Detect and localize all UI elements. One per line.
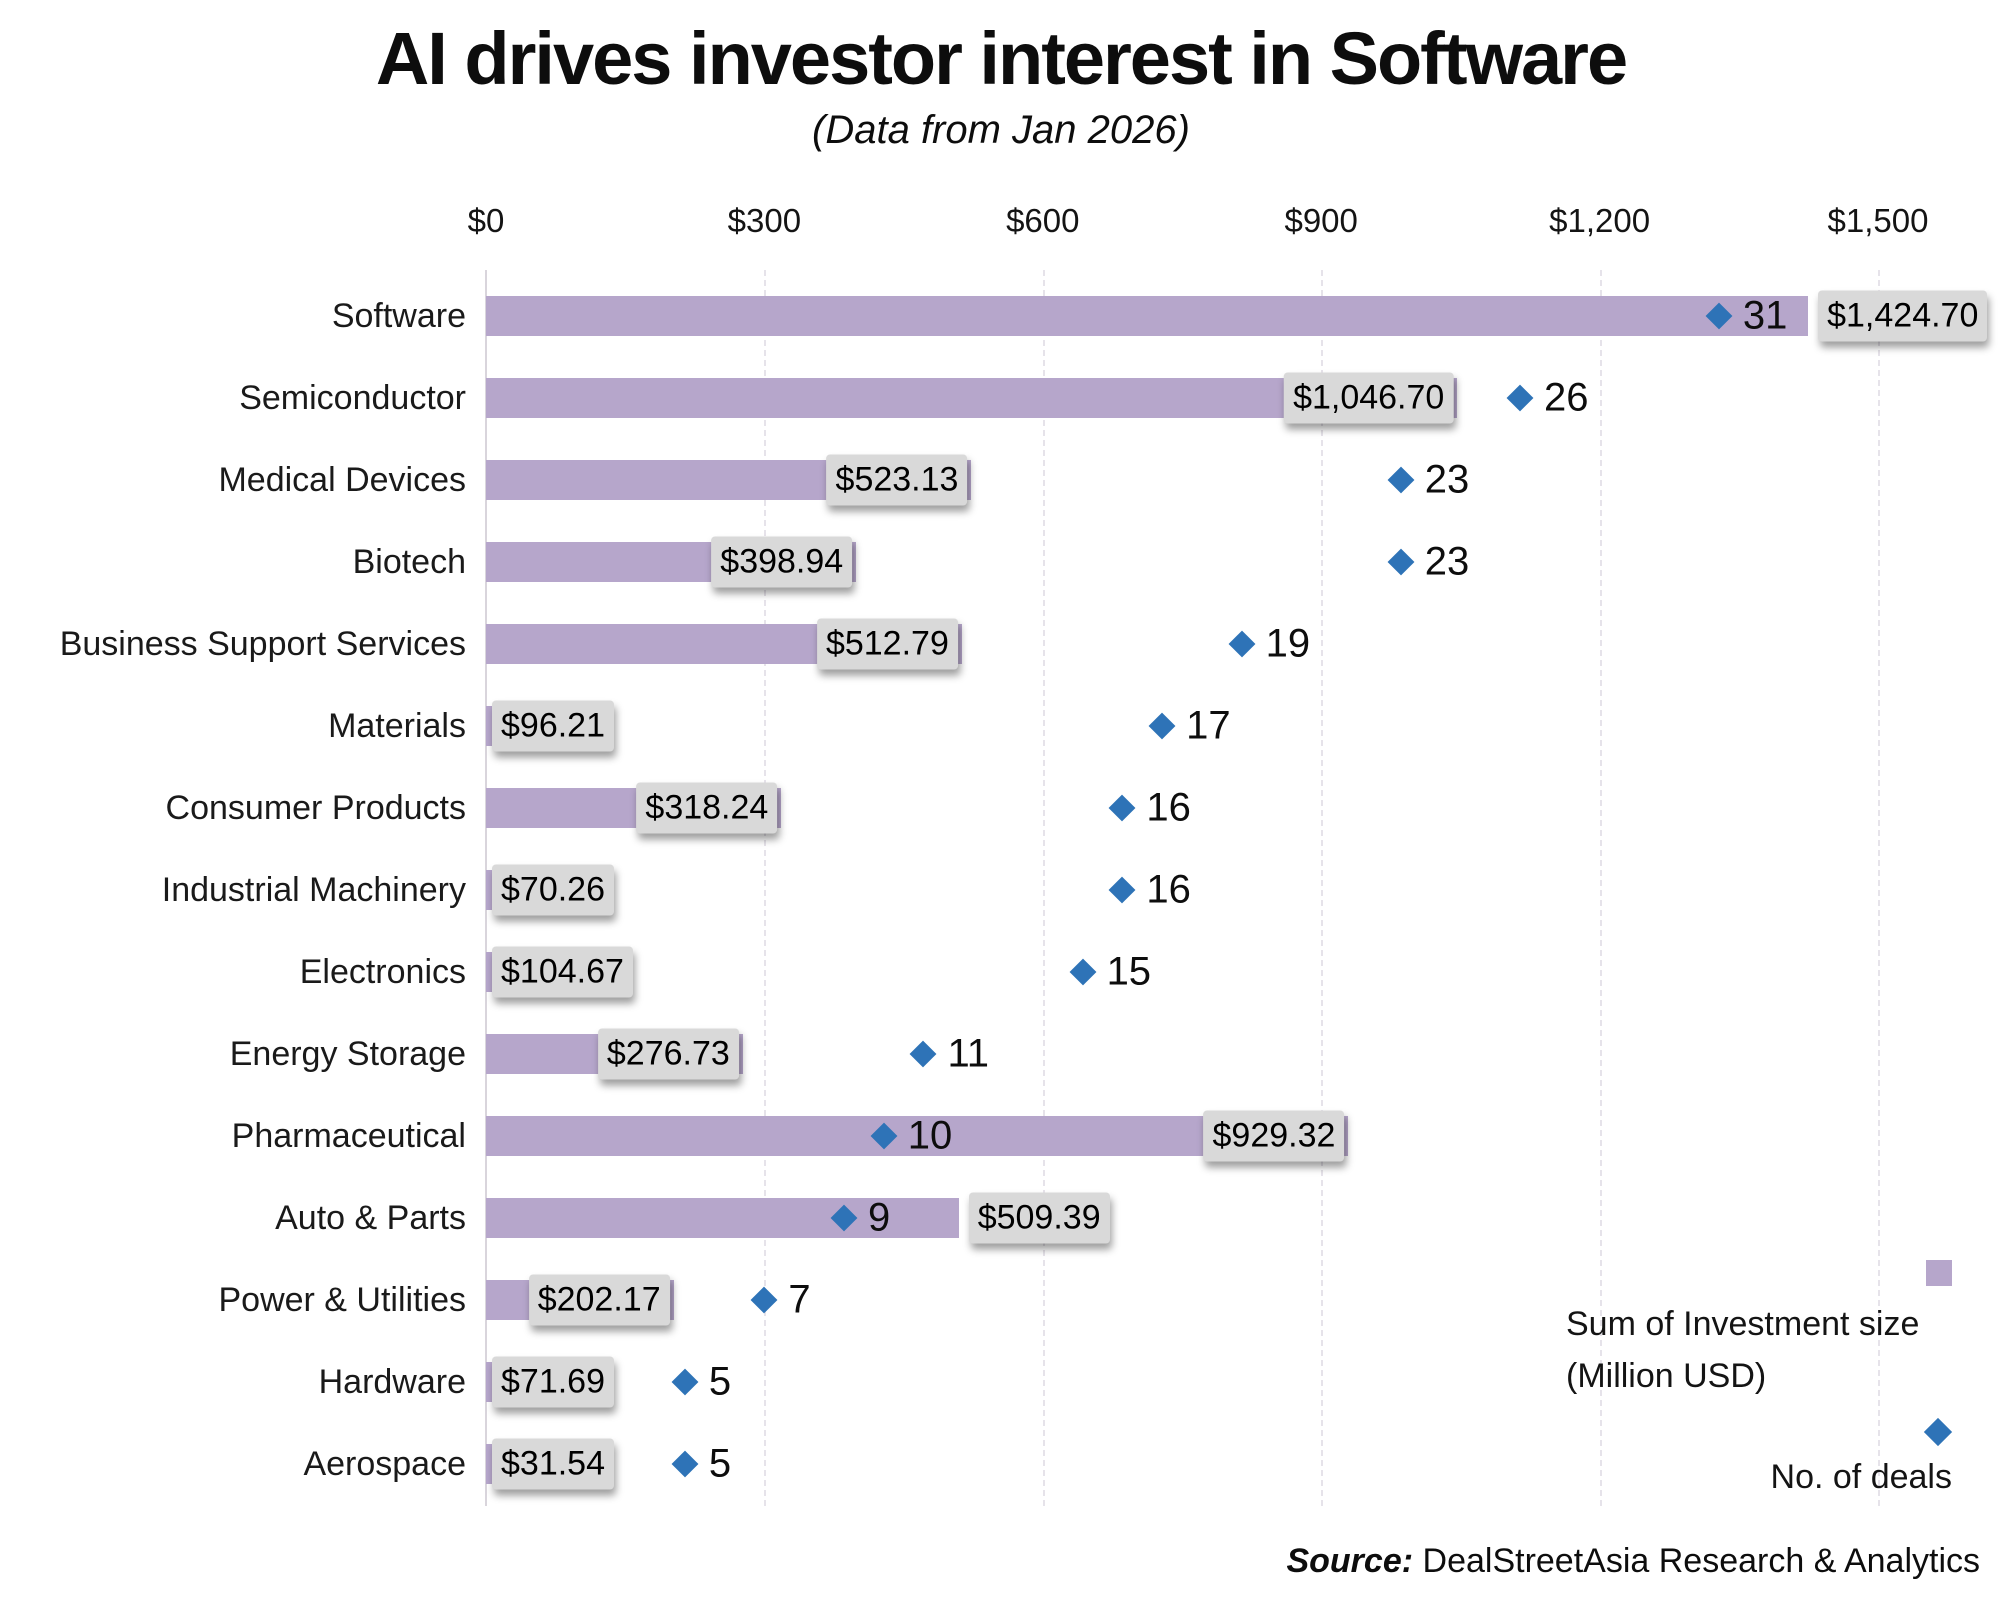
category-label: Business Support Services [59, 625, 466, 663]
deals-diamond-icon [1108, 876, 1136, 904]
deals-diamond-icon [1108, 794, 1136, 822]
investment-bar [486, 296, 1809, 336]
category-label: Medical Devices [218, 461, 466, 499]
category-label: Hardware [318, 1363, 466, 1401]
legend-deals-label: No. of deals [1770, 1458, 1952, 1496]
deals-count: 19 [1265, 621, 1311, 666]
deals-count: 5 [708, 1441, 732, 1486]
deals-diamond-icon [1069, 958, 1096, 986]
category-label: Semiconductor [239, 379, 466, 417]
deals-count: 31 [1742, 293, 1788, 338]
deals-diamond-icon [1387, 548, 1415, 576]
legend-investment-label: Sum of Investment size (Million USD) [1566, 1298, 1919, 1402]
chart-title: AI drives investor interest in Software [375, 17, 1628, 100]
value-label: $523.13 [826, 454, 968, 506]
deals-diamond-icon [671, 1450, 699, 1478]
deals-count: 5 [708, 1359, 732, 1404]
x-tick-label: $1,500 [1827, 202, 1929, 239]
value-label: $31.54 [492, 1438, 614, 1490]
category-label: Pharmaceutical [231, 1117, 466, 1155]
category-label: Software [331, 297, 466, 335]
category-label: Power & Utilities [218, 1281, 466, 1319]
category-label: Electronics [299, 953, 466, 991]
legend-investment-line1: Sum of Investment size [1566, 1305, 1920, 1343]
value-label: $71.69 [492, 1356, 614, 1408]
legend-investment-line2: (Million USD) [1566, 1357, 1767, 1395]
gridline [764, 270, 767, 1506]
value-label: $96.21 [492, 700, 614, 752]
deals-count: 23 [1424, 539, 1470, 584]
deals-count: 9 [867, 1195, 891, 1240]
deals-count: 16 [1146, 785, 1191, 830]
deals-count: 23 [1424, 457, 1470, 502]
deals-count: 16 [1146, 867, 1191, 912]
investment-bar-swatch-icon [1926, 1260, 1952, 1286]
deals-count: 11 [947, 1031, 990, 1076]
deals-diamond-icon [1923, 1417, 1953, 1447]
deals-diamond-icon [750, 1286, 778, 1314]
x-tick-label: $900 [1284, 202, 1358, 239]
value-label: $104.67 [492, 946, 633, 998]
x-tick-label: $0 [467, 202, 505, 239]
deals-diamond-icon [910, 1040, 937, 1068]
deals-count: 10 [907, 1113, 953, 1158]
deals-count: 26 [1544, 375, 1589, 420]
investment-bar [486, 1198, 959, 1238]
deals-count: 17 [1186, 703, 1231, 748]
value-label: $1,424.70 [1818, 290, 1988, 342]
x-tick-label: $300 [727, 202, 802, 239]
category-label: Materials [328, 707, 466, 745]
source-prefix: Source: [1286, 1542, 1414, 1580]
category-label: Aerospace [303, 1445, 466, 1483]
source-text: DealStreetAsia Research & Analytics [1422, 1542, 1980, 1580]
x-tick-label: $600 [1006, 202, 1080, 239]
value-label: $509.39 [968, 1192, 1110, 1244]
deals-count: 7 [788, 1277, 811, 1322]
deals-diamond-icon [1148, 712, 1176, 740]
deals-diamond-icon [671, 1368, 699, 1396]
chart-subtitle: (Data from Jan 2026) [812, 108, 1190, 152]
category-label: Biotech [352, 543, 466, 581]
category-label: Industrial Machinery [161, 871, 466, 909]
deals-diamond-icon [1387, 466, 1415, 494]
deals-diamond-icon [1228, 630, 1256, 658]
value-label: $512.79 [816, 618, 958, 670]
value-label: $1,046.70 [1284, 372, 1454, 424]
category-label: Energy Storage [229, 1035, 466, 1073]
gridline [1878, 270, 1880, 1506]
gridline [1321, 270, 1324, 1506]
deals-count: 15 [1106, 949, 1152, 994]
value-label: $929.32 [1203, 1110, 1345, 1162]
value-label: $70.26 [492, 864, 614, 916]
deals-diamond-icon [1506, 384, 1534, 412]
gridline [1599, 270, 1602, 1506]
plot-area: 31 $1,424.70 26 $1,046.70 23 $523.13 23 $398.94… [485, 270, 1988, 1506]
category-label: Auto & Parts [275, 1199, 466, 1237]
x-tick-label: $1,200 [1549, 202, 1651, 239]
source-attribution: Source: DealStreetAsia Research & Analyt… [1286, 1542, 1980, 1581]
category-label: Consumer Products [165, 789, 466, 827]
value-label: $276.73 [597, 1028, 739, 1080]
value-label: $318.24 [636, 782, 778, 834]
value-label: $202.17 [528, 1274, 670, 1326]
value-label: $398.94 [711, 536, 853, 588]
gridline [1042, 270, 1045, 1506]
